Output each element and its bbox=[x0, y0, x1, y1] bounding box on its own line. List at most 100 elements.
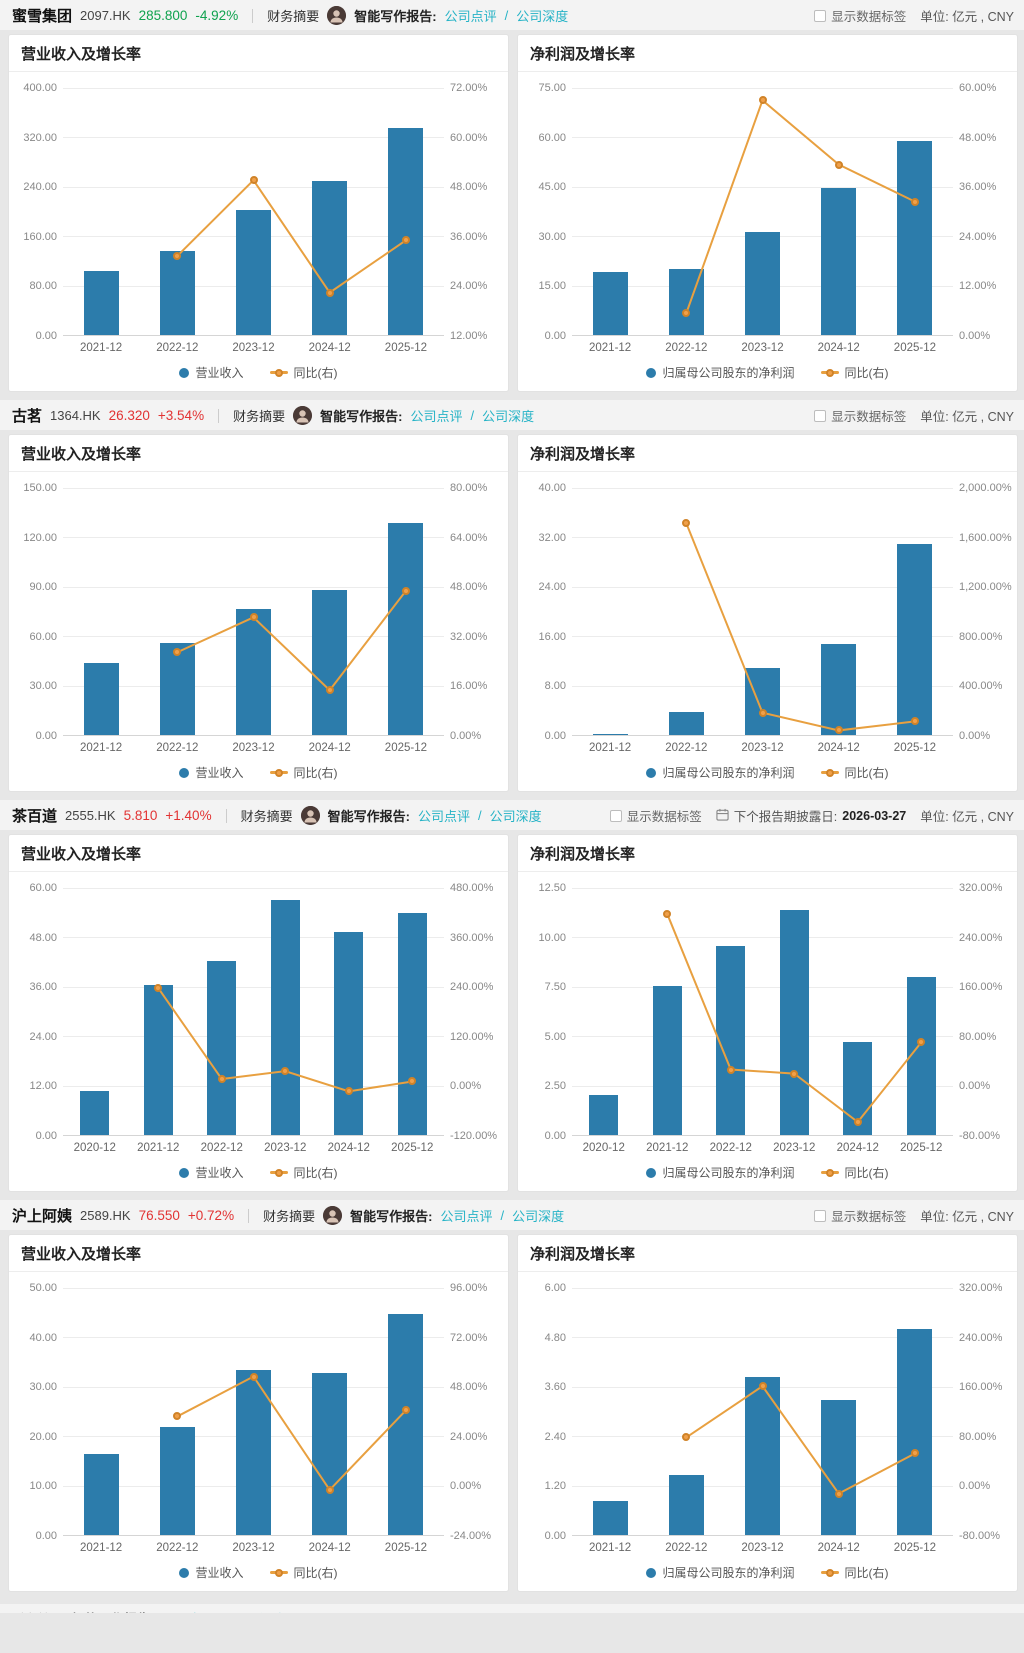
bar[interactable] bbox=[592, 272, 628, 335]
legend-bar-series[interactable]: 归属母公司股东的净利润 bbox=[646, 764, 795, 781]
bar[interactable] bbox=[652, 985, 682, 1135]
legend-bar-series[interactable]: 营业收入 bbox=[179, 364, 244, 381]
line-point-marker[interactable] bbox=[834, 1489, 843, 1498]
bar[interactable] bbox=[235, 1369, 272, 1535]
legend-bar-series[interactable]: 归属母公司股东的净利润 bbox=[646, 1164, 795, 1181]
bar[interactable] bbox=[821, 1399, 857, 1535]
legend-line-series[interactable]: 同比(右) bbox=[269, 1564, 338, 1581]
line-point-marker[interactable] bbox=[758, 1382, 767, 1391]
show-data-labels-checkbox[interactable] bbox=[814, 9, 827, 22]
line-point-marker[interactable] bbox=[154, 984, 163, 993]
line-point-marker[interactable] bbox=[726, 1065, 735, 1074]
legend-line-series[interactable]: 同比(右) bbox=[269, 764, 338, 781]
bar[interactable] bbox=[668, 712, 704, 735]
show-data-labels-checkbox[interactable] bbox=[814, 1209, 827, 1222]
bar[interactable] bbox=[83, 1453, 119, 1535]
line-point-marker[interactable] bbox=[401, 586, 410, 595]
line-point-marker[interactable] bbox=[249, 1372, 258, 1381]
bar[interactable] bbox=[83, 271, 119, 335]
legend-line-series[interactable]: 同比(右) bbox=[820, 364, 889, 381]
legend-bar-series[interactable]: 营业收入 bbox=[179, 764, 244, 781]
bar[interactable] bbox=[779, 909, 809, 1135]
line-point-marker[interactable] bbox=[834, 160, 843, 169]
bar[interactable] bbox=[668, 1474, 704, 1535]
line-point-marker[interactable] bbox=[917, 1038, 926, 1047]
bar[interactable] bbox=[744, 668, 781, 735]
bar[interactable] bbox=[897, 141, 933, 335]
line-point-marker[interactable] bbox=[173, 648, 182, 657]
line-point-marker[interactable] bbox=[663, 909, 672, 918]
bar[interactable] bbox=[334, 932, 364, 1135]
company-depth-link[interactable]: 公司深度 bbox=[234, 1609, 286, 1613]
bar[interactable] bbox=[159, 643, 195, 735]
financial-summary-link[interactable]: 财务摘要 bbox=[263, 1209, 316, 1224]
bar[interactable] bbox=[897, 543, 933, 735]
line-point-marker[interactable] bbox=[910, 1449, 919, 1458]
financial-summary-link[interactable]: 财务摘要 bbox=[12, 1609, 64, 1613]
company-review-link[interactable]: 公司点评 bbox=[417, 809, 470, 824]
line-point-marker[interactable] bbox=[325, 1485, 334, 1494]
legend-bar-series[interactable]: 归属母公司股东的净利润 bbox=[646, 364, 795, 381]
line-point-marker[interactable] bbox=[834, 726, 843, 735]
line-point-marker[interactable] bbox=[682, 1433, 691, 1442]
bar[interactable] bbox=[388, 1313, 424, 1535]
bar[interactable] bbox=[159, 1426, 195, 1535]
bar[interactable] bbox=[589, 1095, 619, 1135]
legend-line-series[interactable]: 同比(右) bbox=[269, 1164, 338, 1181]
bar[interactable] bbox=[312, 181, 348, 335]
legend-bar-series[interactable]: 归属母公司股东的净利润 bbox=[646, 1564, 795, 1581]
bar[interactable] bbox=[312, 590, 348, 735]
line-point-marker[interactable] bbox=[682, 309, 691, 318]
line-point-marker[interactable] bbox=[325, 686, 334, 695]
line-point-marker[interactable] bbox=[344, 1087, 353, 1096]
line-point-marker[interactable] bbox=[173, 1412, 182, 1421]
line-point-marker[interactable] bbox=[758, 708, 767, 717]
line-point-marker[interactable] bbox=[682, 519, 691, 528]
bar[interactable] bbox=[159, 251, 195, 335]
bar[interactable] bbox=[270, 900, 300, 1135]
legend-bar-series[interactable]: 营业收入 bbox=[179, 1164, 244, 1181]
company-depth-link[interactable]: 公司深度 bbox=[482, 409, 535, 424]
line-point-marker[interactable] bbox=[281, 1067, 290, 1076]
line-point-marker[interactable] bbox=[758, 96, 767, 105]
legend-line-series[interactable]: 同比(右) bbox=[820, 1564, 889, 1581]
bar[interactable] bbox=[592, 733, 628, 735]
line-point-marker[interactable] bbox=[401, 236, 410, 245]
bar[interactable] bbox=[821, 188, 857, 335]
legend-bar-series[interactable]: 营业收入 bbox=[179, 1564, 244, 1581]
bar[interactable] bbox=[592, 1500, 628, 1535]
line-point-marker[interactable] bbox=[249, 176, 258, 185]
financial-summary-link[interactable]: 财务摘要 bbox=[233, 409, 286, 424]
bar[interactable] bbox=[388, 522, 424, 735]
line-point-marker[interactable] bbox=[790, 1069, 799, 1078]
line-point-marker[interactable] bbox=[173, 251, 182, 260]
show-data-labels-checkbox[interactable] bbox=[814, 409, 827, 422]
bar[interactable] bbox=[716, 946, 746, 1135]
line-point-marker[interactable] bbox=[401, 1406, 410, 1415]
company-depth-link[interactable]: 公司深度 bbox=[489, 809, 542, 824]
bar[interactable] bbox=[312, 1372, 348, 1535]
bar[interactable] bbox=[143, 985, 173, 1135]
financial-summary-link[interactable]: 财务摘要 bbox=[267, 9, 320, 24]
company-review-link[interactable]: 公司点评 bbox=[444, 9, 497, 24]
bar[interactable] bbox=[397, 912, 427, 1135]
line-point-marker[interactable] bbox=[910, 717, 919, 726]
legend-line-series[interactable]: 同比(右) bbox=[820, 1164, 889, 1181]
line-point-marker[interactable] bbox=[217, 1075, 226, 1083]
line-point-marker[interactable] bbox=[325, 288, 334, 297]
line-point-marker[interactable] bbox=[408, 1077, 417, 1086]
bar[interactable] bbox=[80, 1090, 110, 1135]
line-point-marker[interactable] bbox=[249, 613, 258, 622]
company-review-link[interactable]: 公司点评 bbox=[410, 409, 463, 424]
financial-summary-link[interactable]: 财务摘要 bbox=[240, 809, 293, 824]
company-review-link[interactable]: 公司点评 bbox=[162, 1609, 214, 1613]
company-review-link[interactable]: 公司点评 bbox=[440, 1209, 493, 1224]
bar[interactable] bbox=[821, 643, 857, 735]
line-point-marker[interactable] bbox=[853, 1118, 862, 1127]
bar[interactable] bbox=[235, 209, 272, 335]
show-data-labels-checkbox[interactable] bbox=[609, 809, 622, 822]
legend-line-series[interactable]: 同比(右) bbox=[269, 364, 338, 381]
company-depth-link[interactable]: 公司深度 bbox=[512, 1209, 565, 1224]
bar[interactable] bbox=[744, 231, 781, 335]
company-depth-link[interactable]: 公司深度 bbox=[516, 9, 569, 24]
